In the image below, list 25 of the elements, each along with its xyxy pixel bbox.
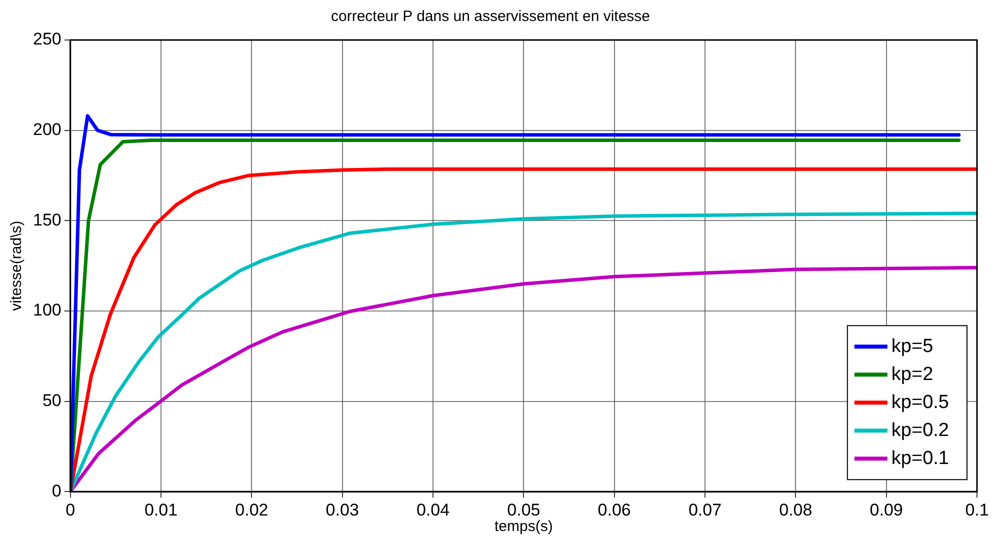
x-tick-label: 0.08	[779, 500, 812, 520]
x-tick-label: 0.09	[870, 500, 903, 520]
x-axis-title: temps(s)	[494, 518, 553, 536]
x-tick-label: 0.02	[235, 500, 268, 520]
y-tick-label: 0	[52, 481, 62, 500]
y-tick-label: 50	[42, 390, 62, 410]
chart-title: correcteur P dans un asservissement en vitesse	[330, 8, 650, 26]
legend-label: kp=2	[891, 364, 934, 385]
legend-label: kp=5	[891, 336, 934, 357]
y-tick-label: 250	[32, 30, 62, 49]
y-tick-label: 150	[32, 210, 62, 230]
legend-label: kp=0.1	[891, 448, 950, 469]
x-tick-label: 0.07	[688, 500, 722, 520]
y-axis-title: vitesse(rad\s)	[8, 220, 26, 311]
y-tick-label: 100	[32, 300, 62, 320]
x-tick-label: 0.1	[965, 500, 989, 520]
x-tick-label: 0.06	[598, 500, 631, 520]
legend-label: kp=0.2	[891, 420, 950, 441]
x-tick-label: 0.04	[416, 500, 450, 520]
y-tick-label: 200	[32, 120, 62, 140]
x-tick-label: 0.03	[326, 500, 359, 520]
x-tick-label: 0.01	[144, 500, 178, 520]
x-tick-label: 0.05	[507, 500, 540, 520]
x-tick-label: 0	[66, 500, 76, 520]
legend-label: kp=0.5	[891, 392, 950, 413]
